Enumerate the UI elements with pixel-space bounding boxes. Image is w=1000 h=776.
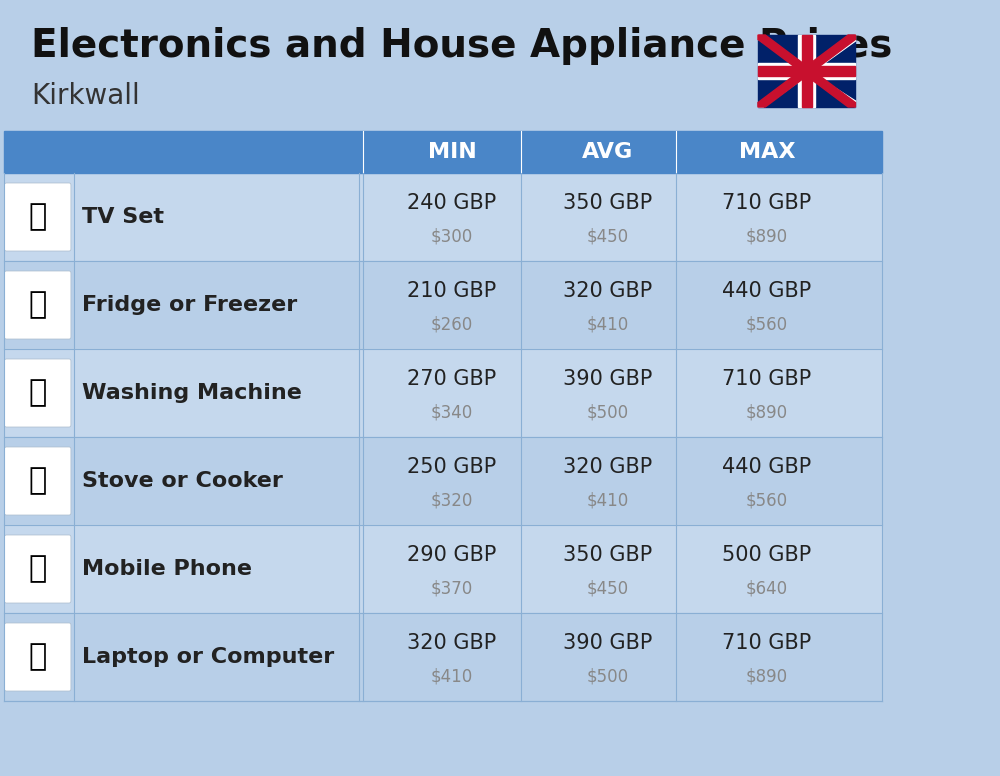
Text: 710 GBP: 710 GBP (722, 633, 811, 653)
Text: 250 GBP: 250 GBP (407, 457, 497, 477)
Text: $370: $370 (431, 580, 473, 598)
Bar (758, 35, 855, 107)
Text: 320 GBP: 320 GBP (407, 633, 497, 653)
Text: 390 GBP: 390 GBP (563, 633, 652, 653)
Text: 🫧: 🫧 (29, 379, 47, 407)
Text: 🧊: 🧊 (29, 290, 47, 320)
Text: $450: $450 (586, 228, 628, 246)
Text: 🔥: 🔥 (29, 466, 47, 496)
Text: $340: $340 (431, 404, 473, 422)
Text: $410: $410 (586, 316, 628, 334)
Bar (4, 525, 882, 613)
Text: 440 GBP: 440 GBP (722, 457, 811, 477)
Bar (758, 63, 855, 79)
Text: $640: $640 (746, 580, 788, 598)
Text: $410: $410 (586, 492, 628, 510)
Text: Stove or Cooker: Stove or Cooker (82, 471, 283, 491)
Text: 440 GBP: 440 GBP (722, 281, 811, 301)
Bar (4, 261, 882, 349)
Text: 350 GBP: 350 GBP (563, 545, 652, 565)
Bar (4, 437, 882, 525)
Bar (4, 613, 882, 701)
Text: Laptop or Computer: Laptop or Computer (82, 647, 335, 667)
Text: $410: $410 (431, 668, 473, 686)
Bar (4, 173, 882, 261)
Text: 📺: 📺 (29, 203, 47, 231)
Bar (4, 349, 882, 437)
Text: $560: $560 (746, 316, 788, 334)
Text: 710 GBP: 710 GBP (722, 193, 811, 213)
Text: AVG: AVG (582, 142, 633, 162)
Text: 210 GBP: 210 GBP (407, 281, 497, 301)
Text: 📱: 📱 (29, 555, 47, 584)
Text: MIN: MIN (428, 142, 476, 162)
Text: Electronics and House Appliance Prices: Electronics and House Appliance Prices (31, 27, 892, 65)
Text: 240 GBP: 240 GBP (407, 193, 497, 213)
Text: $890: $890 (746, 404, 788, 422)
Polygon shape (758, 35, 855, 107)
Bar (802, 35, 812, 107)
Text: $890: $890 (746, 228, 788, 246)
Text: 290 GBP: 290 GBP (407, 545, 497, 565)
Text: $450: $450 (586, 580, 628, 598)
Polygon shape (758, 35, 855, 107)
Text: 320 GBP: 320 GBP (563, 281, 652, 301)
Text: 500 GBP: 500 GBP (722, 545, 811, 565)
Bar (4, 131, 882, 173)
Polygon shape (758, 35, 855, 107)
Text: Washing Machine: Washing Machine (82, 383, 302, 403)
Text: Fridge or Freezer: Fridge or Freezer (82, 295, 298, 315)
Polygon shape (758, 35, 855, 107)
Text: 💻: 💻 (29, 643, 47, 671)
Text: 710 GBP: 710 GBP (722, 369, 811, 389)
Text: TV Set: TV Set (82, 207, 164, 227)
Text: 390 GBP: 390 GBP (563, 369, 652, 389)
FancyBboxPatch shape (4, 447, 71, 515)
Text: Mobile Phone: Mobile Phone (82, 559, 252, 579)
FancyBboxPatch shape (4, 359, 71, 427)
Text: 320 GBP: 320 GBP (563, 457, 652, 477)
Text: MAX: MAX (739, 142, 795, 162)
FancyBboxPatch shape (4, 535, 71, 603)
FancyBboxPatch shape (4, 623, 71, 691)
Bar (798, 35, 815, 107)
Text: Kirkwall: Kirkwall (31, 82, 140, 110)
Text: $500: $500 (586, 404, 628, 422)
Bar (758, 66, 855, 76)
Text: $320: $320 (431, 492, 473, 510)
FancyBboxPatch shape (4, 271, 71, 339)
Text: $560: $560 (746, 492, 788, 510)
Text: $300: $300 (431, 228, 473, 246)
Text: $260: $260 (431, 316, 473, 334)
FancyBboxPatch shape (4, 183, 71, 251)
Text: $500: $500 (586, 668, 628, 686)
Text: 270 GBP: 270 GBP (407, 369, 497, 389)
Text: 350 GBP: 350 GBP (563, 193, 652, 213)
Text: $890: $890 (746, 668, 788, 686)
